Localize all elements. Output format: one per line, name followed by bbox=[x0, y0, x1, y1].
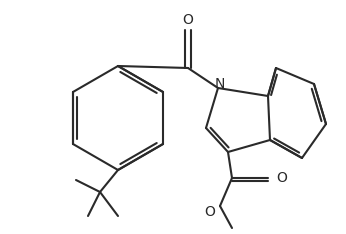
Text: O: O bbox=[204, 205, 216, 219]
Text: N: N bbox=[215, 77, 225, 91]
Text: O: O bbox=[183, 13, 193, 27]
Text: O: O bbox=[276, 171, 288, 185]
